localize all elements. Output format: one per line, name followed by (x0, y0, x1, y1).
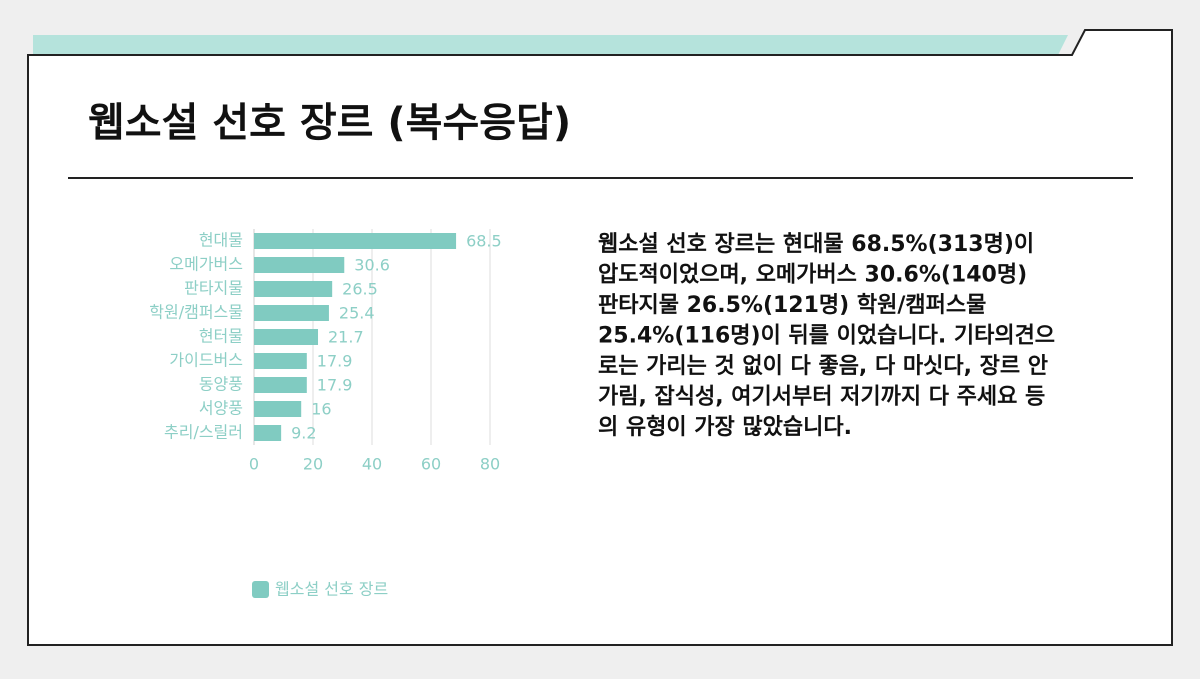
y-tick-label: 동양풍 (199, 375, 243, 394)
y-tick-label: 오메가버스 (169, 255, 243, 274)
x-tick-label: 80 (480, 455, 500, 474)
y-tick-label: 가이드버스 (169, 351, 243, 370)
y-tick-label: 추리/스릴러 (164, 423, 243, 442)
data-label: 16 (311, 400, 331, 419)
paragraph-line: 압도적이었으며, 오메가버스 30.6%(140명) (598, 263, 1027, 288)
data-label: 25.4 (339, 304, 375, 323)
paragraph-line: 판타지물 26.5%(121명) 학원/캠퍼스물 (598, 293, 986, 318)
data-label: 30.6 (354, 256, 390, 275)
paragraph-line: 가림, 잡식성, 여기서부터 저기까지 다 주세요 등 (598, 385, 1045, 410)
x-tick-label: 20 (303, 455, 323, 474)
x-tick-label: 0 (249, 455, 259, 474)
paragraph-line: 웹소설 선호 장르는 현대물 68.5%(313명)이 (598, 232, 1034, 257)
bar (254, 377, 307, 393)
bar (254, 401, 302, 417)
slide-frame (27, 29, 1173, 646)
bar (254, 425, 282, 441)
y-tick-label: 판타지물 (184, 279, 243, 298)
x-tick-label: 60 (421, 455, 441, 474)
data-label: 9.2 (291, 424, 316, 443)
legend-label: 웹소설 선호 장르 (275, 580, 388, 599)
legend-swatch (252, 581, 269, 598)
bar (254, 329, 319, 345)
header-strip (33, 35, 1068, 55)
bar (254, 257, 345, 273)
x-tick-label: 40 (362, 455, 382, 474)
bar (254, 305, 329, 321)
bar (254, 233, 457, 249)
y-tick-label: 학원/캠퍼스물 (149, 303, 243, 322)
paragraph-line: 의 유형이 가장 많았습니다. (598, 415, 852, 440)
data-label: 68.5 (466, 232, 502, 251)
bar (254, 281, 333, 297)
chart: 0 20 40 60 80 현대물 68.5 오메가버스 30.6 판타지물 26.5 학원/캠퍼스물… (149, 229, 502, 599)
data-label: 17.9 (317, 376, 353, 395)
y-tick-label: 서양풍 (199, 399, 243, 418)
bar (254, 353, 307, 369)
data-label: 17.9 (317, 352, 353, 371)
slide-title: 웹소설 선호 장르 (복수응답) (88, 100, 571, 146)
y-tick-label: 현대물 (199, 231, 243, 250)
data-label: 21.7 (328, 328, 364, 347)
paragraph-line: 25.4%(116명)이 뒤를 이었습니다. 기타의견으 (598, 324, 1055, 349)
paragraph-line: 로는 가리는 것 없이 다 좋음, 다 마싯다, 장르 안 (598, 354, 1048, 379)
y-tick-label: 현터물 (199, 327, 243, 346)
data-label: 26.5 (342, 280, 378, 299)
